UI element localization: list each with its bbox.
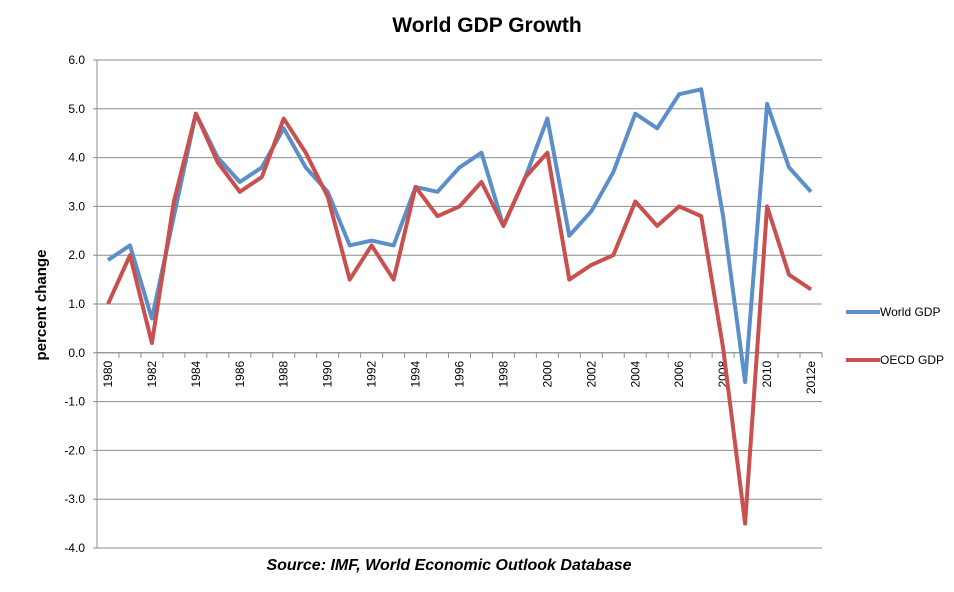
y-tick-label: 1.0 [68,297,85,311]
y-tick-label: 2.0 [68,248,85,262]
legend: World GDP OECD GDP [846,305,944,367]
x-tick-label: 1994 [409,360,423,387]
series-lines [106,87,813,526]
legend-label: World GDP [880,305,940,319]
y-tick-label: -1.0 [64,395,85,409]
x-tick-label: 2010 [760,360,774,387]
gridlines [93,59,822,549]
chart-title: World GDP Growth [392,14,581,37]
legend-label: OECD GDP [880,353,944,367]
x-tick-label: 2000 [540,360,554,387]
y-tick-label: 3.0 [68,199,85,213]
source-note: Source: IMF, World Economic Outlook Data… [266,557,631,574]
y-tick-label: -4.0 [64,541,85,555]
x-tick-label: 1988 [277,360,291,387]
x-tick-label: 1996 [453,360,467,387]
x-tick-label: 1982 [145,360,159,387]
series-line-oecd-gdp [106,111,813,526]
x-tick-label: 1990 [321,360,335,387]
y-tick-label: 5.0 [68,102,85,116]
x-tick-label: 2004 [628,360,642,387]
y-tick-label: 4.0 [68,151,85,165]
x-tick-label: 1992 [365,360,379,387]
y-tick-label: -3.0 [64,492,85,506]
x-tick-label: 2006 [672,360,686,387]
y-axis-ticks: 6.0 5.0 4.0 3.0 2.0 1.0 0.0 -1.0 -2.0 -3.0 -4.0 [64,53,85,555]
y-tick-label: 6.0 [68,53,85,67]
y-axis-label: percent change [33,250,50,361]
x-tick-label: 2012e [804,360,818,394]
y-tick-label: 0.0 [68,346,85,360]
x-tick-label: 1980 [101,360,115,387]
x-tick-label: 1998 [496,360,510,387]
y-tick-label: -2.0 [64,443,85,457]
x-tick-label: 1984 [189,360,203,387]
x-tick-label: 1986 [233,360,247,387]
x-axis: 1980 1982 1984 1986 1988 1990 1992 1994 1996 1998… [96,352,823,394]
x-tick-label: 2002 [584,360,598,387]
